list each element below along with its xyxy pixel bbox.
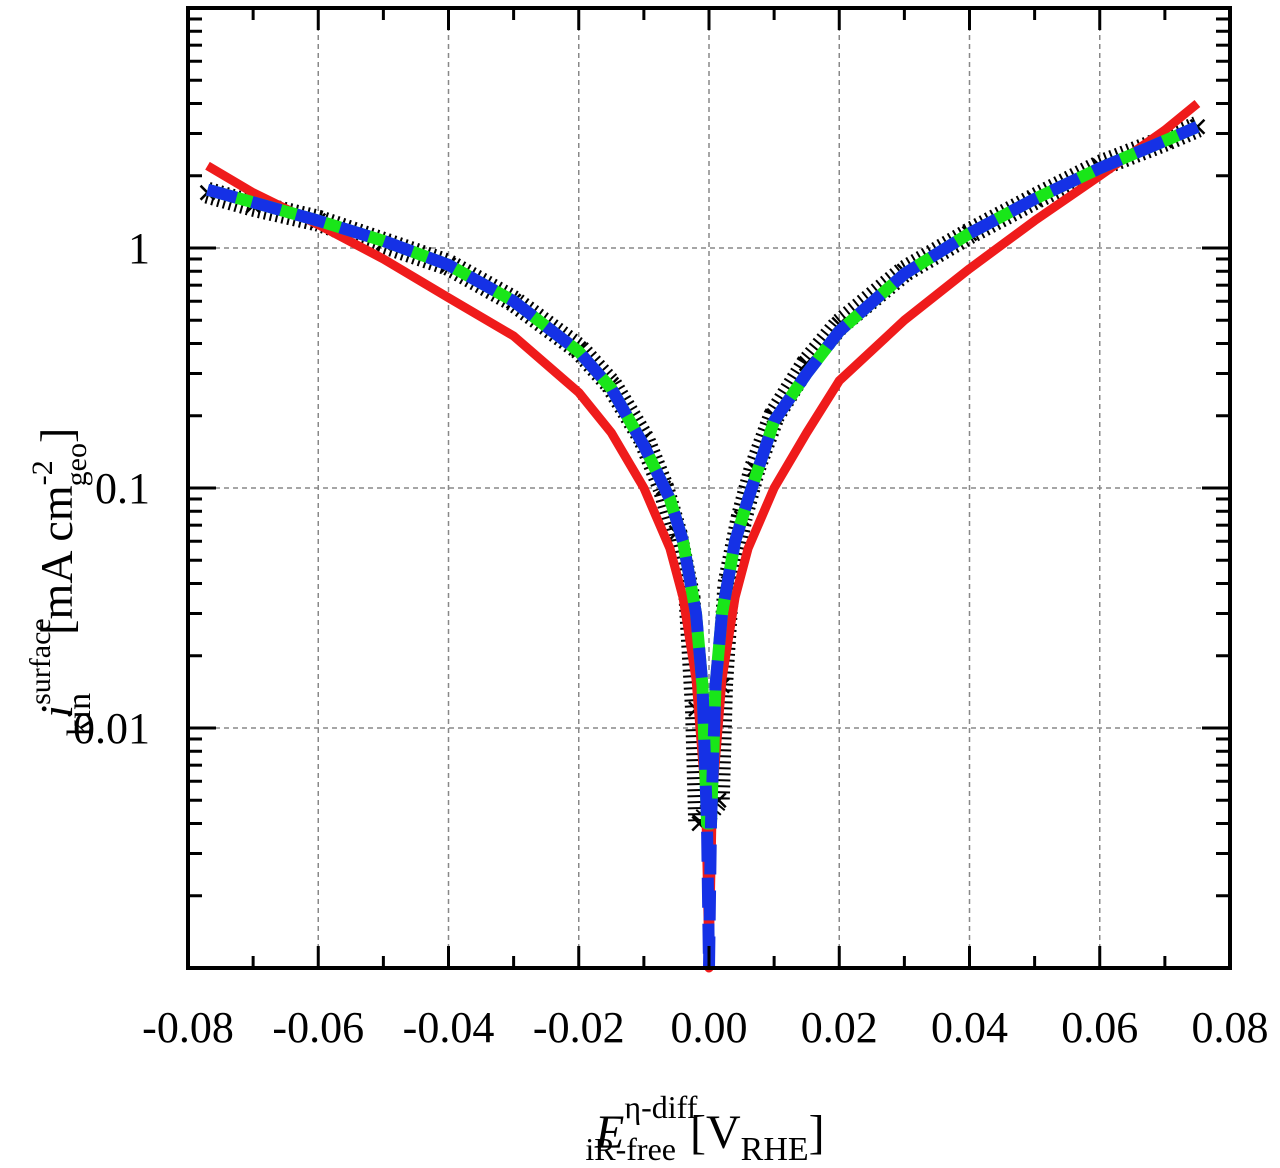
x-tick-label: -0.08 — [142, 1003, 234, 1052]
x-tick-label: -0.02 — [533, 1003, 625, 1052]
x-tick-label: 0.06 — [1061, 1003, 1138, 1052]
x-axis-label: Eη-diff iR-free [VRHE] — [585, 1089, 824, 1168]
y-tick-label: 0.1 — [95, 464, 150, 513]
x-tick-label: 0.08 — [1192, 1003, 1269, 1052]
y-tick-label: 1 — [128, 224, 150, 273]
y-axis-label: isurfacekin[mA cm-2geo] — [24, 428, 98, 737]
x-tick-label: -0.06 — [272, 1003, 364, 1052]
ticks — [186, 8, 1232, 970]
series-blue-dashed-line — [205, 121, 1200, 974]
x-tick-label: -0.04 — [403, 1003, 495, 1052]
series-layer — [199, 100, 1206, 974]
y-tick-label: 0.01 — [73, 704, 150, 753]
x-tick-label: 0.02 — [801, 1003, 878, 1052]
x-tick-label: 0.00 — [671, 1003, 748, 1052]
x-tick-label: 0.04 — [931, 1003, 1008, 1052]
grid — [188, 8, 1230, 968]
tick-labels: -0.08 -0.06 -0.04 -0.02 0.00 0.02 0.04 0.06 0.08… — [73, 224, 1269, 1052]
